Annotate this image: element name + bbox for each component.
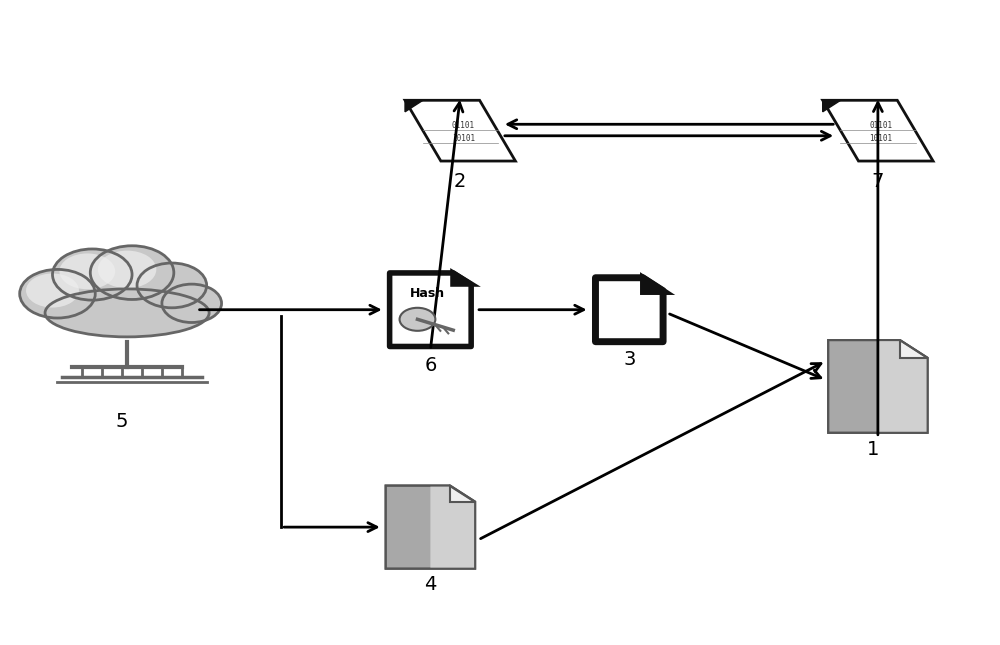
Polygon shape (405, 100, 515, 161)
Polygon shape (823, 100, 933, 161)
Polygon shape (823, 100, 841, 112)
Text: 2: 2 (454, 172, 466, 192)
Circle shape (52, 249, 132, 300)
Polygon shape (430, 486, 475, 569)
Text: 1: 1 (867, 440, 879, 459)
Polygon shape (595, 278, 663, 342)
Text: 5: 5 (116, 412, 128, 431)
Polygon shape (390, 273, 471, 346)
Text: 4: 4 (424, 575, 437, 594)
Polygon shape (450, 486, 475, 502)
Text: Hash: Hash (410, 287, 445, 300)
Text: 01101: 01101 (869, 121, 892, 130)
Text: 6: 6 (424, 357, 437, 375)
Text: 7: 7 (872, 172, 884, 192)
Polygon shape (405, 100, 423, 112)
Circle shape (26, 273, 79, 308)
Polygon shape (878, 340, 928, 433)
Circle shape (137, 263, 207, 308)
Text: 10101: 10101 (452, 134, 475, 143)
Text: 3: 3 (623, 350, 635, 369)
Circle shape (20, 270, 95, 318)
Circle shape (59, 253, 115, 289)
Polygon shape (643, 278, 663, 291)
Polygon shape (453, 273, 471, 284)
Ellipse shape (45, 289, 209, 337)
Polygon shape (828, 340, 928, 433)
Circle shape (90, 246, 174, 299)
Circle shape (400, 308, 435, 331)
Circle shape (98, 251, 156, 288)
Text: 01101: 01101 (452, 121, 475, 130)
Polygon shape (900, 340, 928, 358)
Circle shape (162, 284, 222, 322)
Polygon shape (386, 486, 475, 569)
Text: 10101: 10101 (869, 134, 892, 143)
